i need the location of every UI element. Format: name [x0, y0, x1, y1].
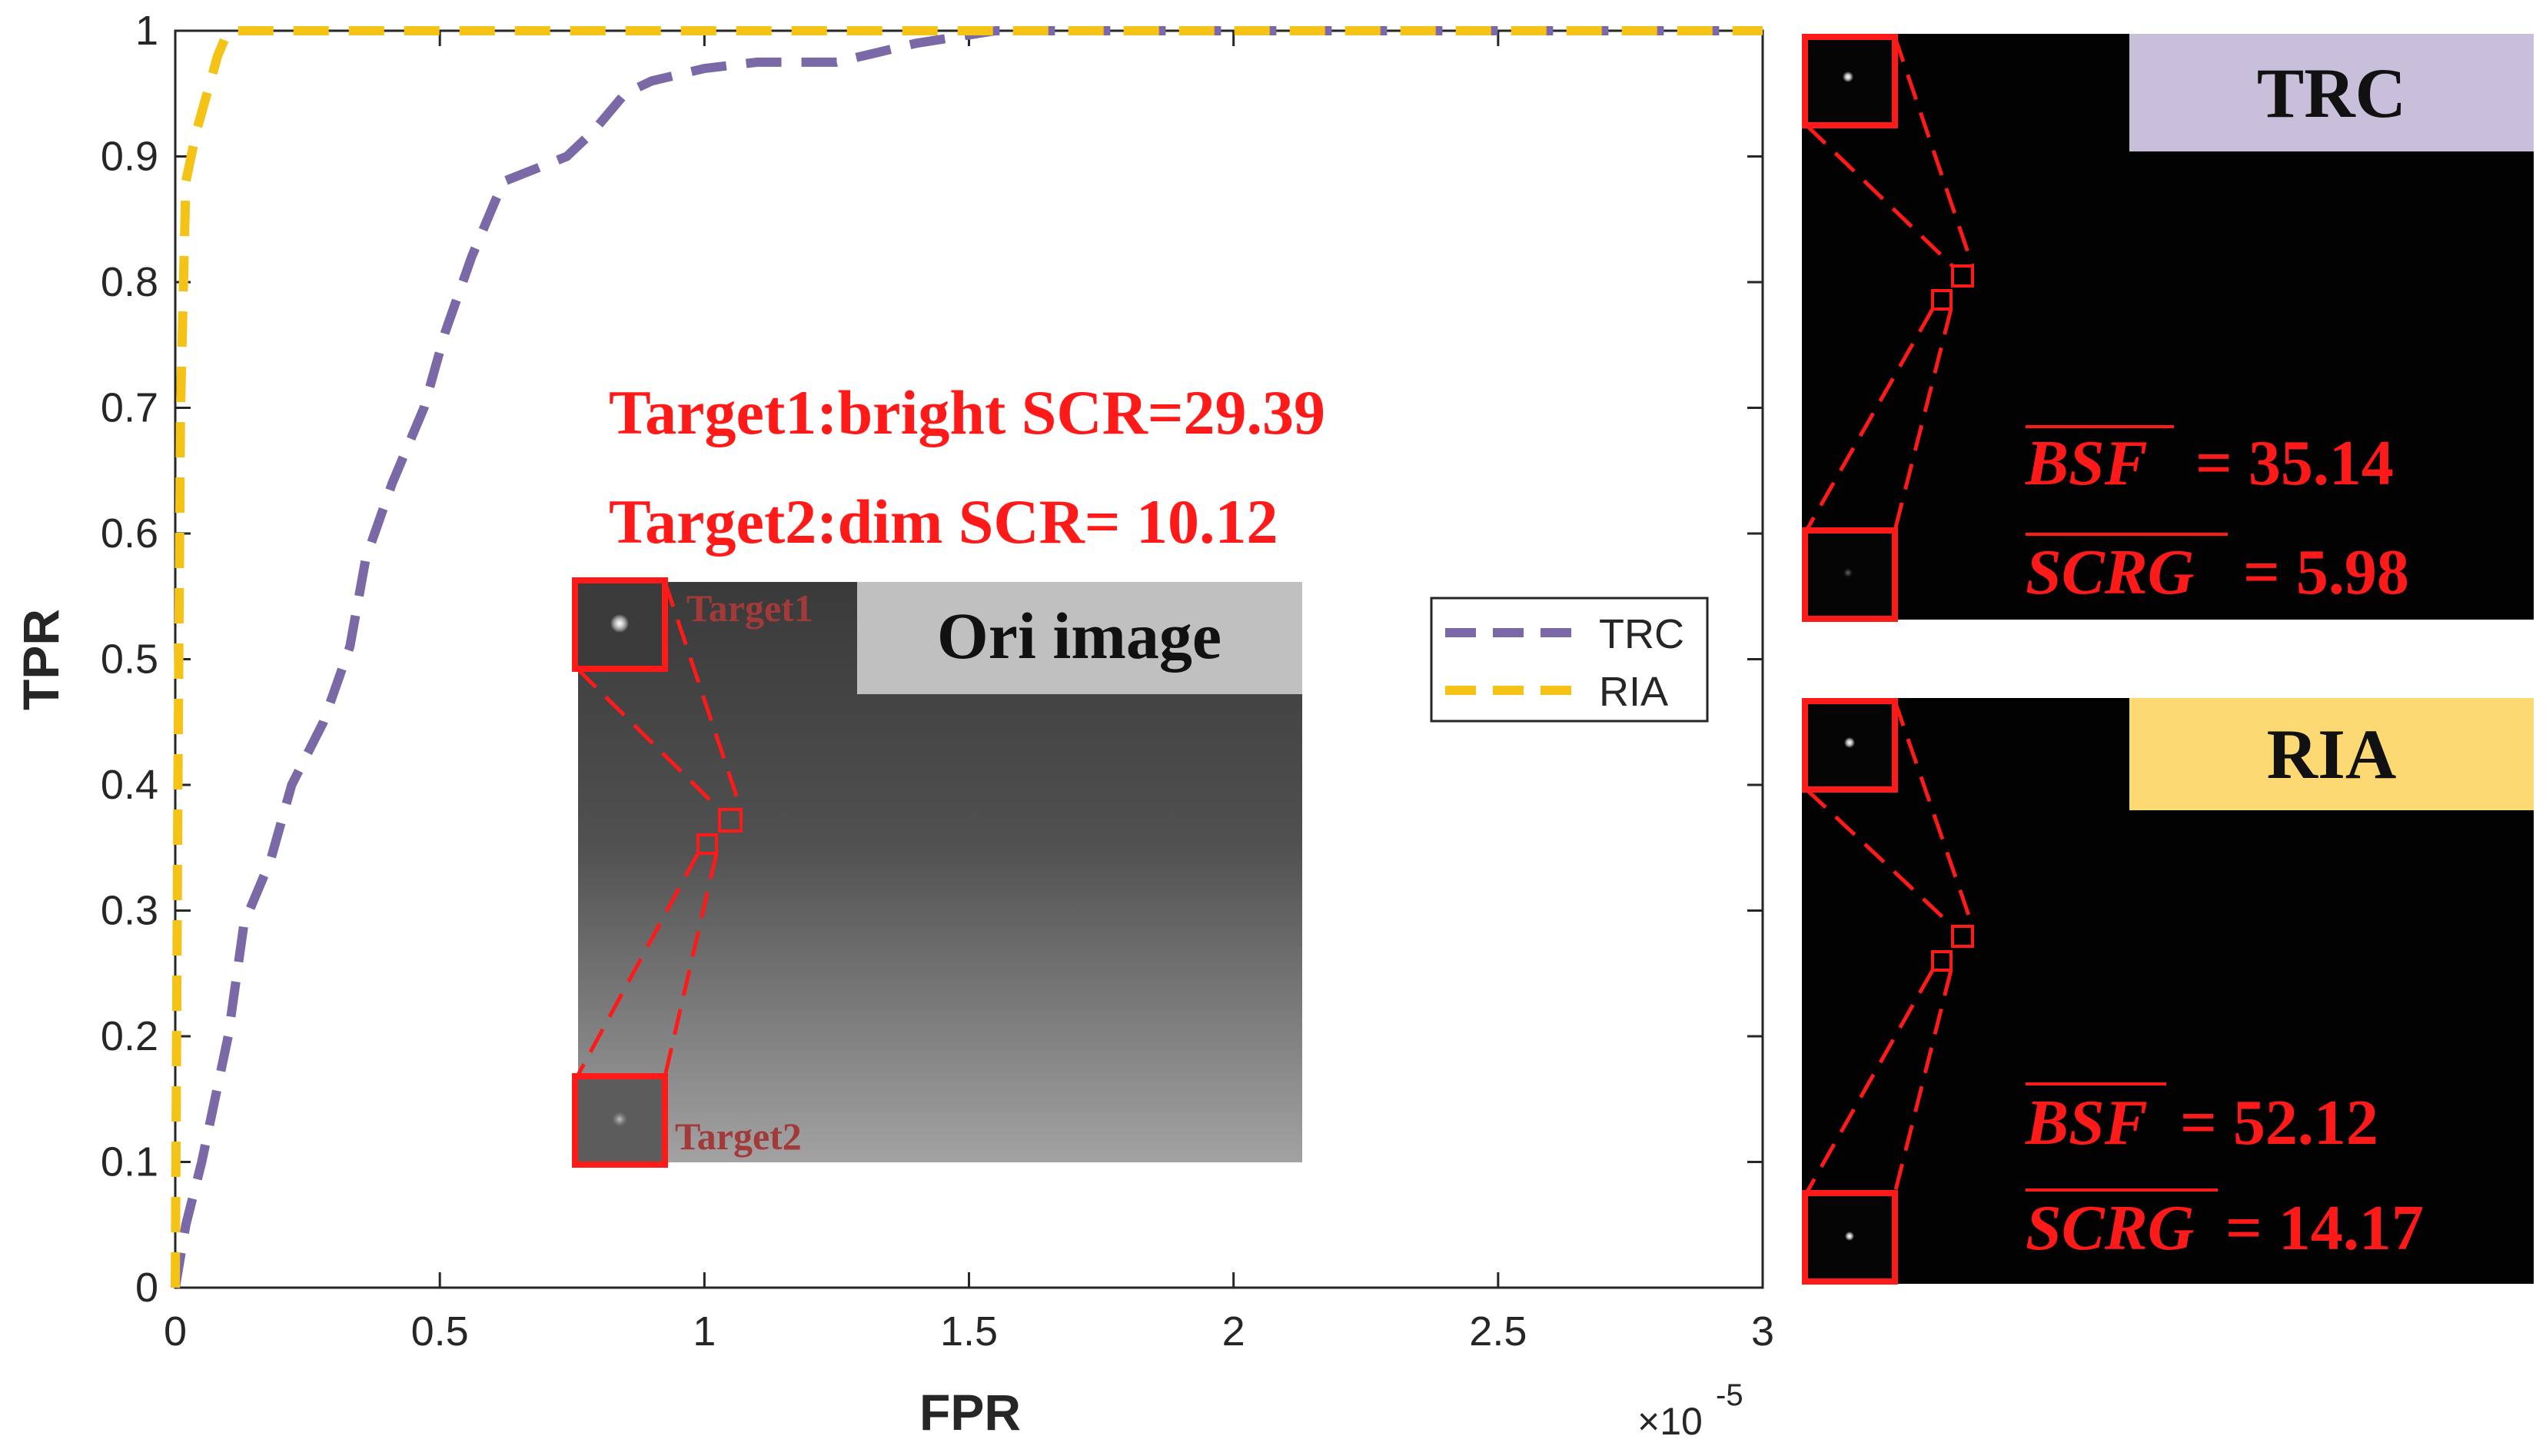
- trc-connector-lines: [1804, 36, 1975, 532]
- x-exponent-base: ×10: [1637, 1400, 1703, 1443]
- x-tick-label: 2.5: [1469, 1308, 1527, 1355]
- trc-target2-dot: [1843, 568, 1853, 577]
- legend-label-trc: TRC: [1599, 611, 1684, 657]
- trc-target2-mark: [1931, 289, 1953, 311]
- ria-connector-lines: [1804, 700, 1975, 1195]
- x-axis-label: FPR: [919, 1384, 1021, 1441]
- ria-target1-mark: [1951, 925, 1974, 948]
- target1-annotation: Target1:bright SCR=29.39: [609, 377, 1325, 447]
- x-tick-label: 1.5: [940, 1308, 998, 1355]
- target2-label: Target2: [675, 1115, 802, 1158]
- trc-target1-mark: [1951, 264, 1974, 288]
- x-tick-label: 1: [693, 1308, 716, 1355]
- target1-zoom-dot: [610, 614, 629, 633]
- legend-box: [1430, 597, 1709, 723]
- ria-title-bg: [2129, 698, 2534, 810]
- x-tick-label: 3: [1751, 1308, 1774, 1355]
- series-layer: [171, 26, 1763, 1288]
- zoom-connector-lines: [575, 581, 743, 1078]
- trc-target1-dot: [1843, 71, 1853, 82]
- ori-image-inset: Ori image Target1 Target2: [572, 577, 1302, 1168]
- x-axis-ticks: [174, 31, 1764, 1288]
- trc-scrg-name: SCRG: [2026, 537, 2194, 608]
- y-tick-label: 0.5: [101, 637, 158, 683]
- legend-label-ria: RIA: [1599, 669, 1668, 715]
- y-axis-label: TPR: [12, 609, 69, 710]
- ori-image-title: Ori image: [937, 599, 1221, 673]
- series-line-trc: [171, 26, 1763, 1288]
- ria-bsf-value: = 52.12: [2180, 1087, 2378, 1158]
- y-tick-label: 0.3: [101, 888, 158, 934]
- x-tick-label: 2: [1222, 1308, 1245, 1355]
- target2-zoom-dot: [612, 1112, 627, 1127]
- ria-scrg-name: SCRG: [2026, 1192, 2194, 1264]
- trc-bsf-value: = 35.14: [2195, 427, 2394, 499]
- y-tick-label: 0.4: [101, 762, 158, 808]
- target1-label: Target1: [686, 587, 813, 630]
- ria-panel-title: RIA: [2267, 715, 2397, 793]
- y-tick-label: 0.7: [101, 385, 158, 431]
- legend: TRC RIA: [1430, 597, 1709, 723]
- target2-mark: [696, 833, 718, 855]
- ori-image-title-bg: [857, 582, 1302, 694]
- plot-area: 0 0.5 1 1.5 2 2.5 3 00.10.20.30.40.50.60.70.80…: [12, 8, 1774, 1443]
- ria-target1-dot: [1844, 737, 1855, 748]
- y-tick-label: 0.9: [101, 134, 158, 180]
- trc-title-bg: [2129, 34, 2534, 151]
- trc-bsf-name: BSF: [2025, 427, 2148, 499]
- ria-result-panel: RIA BSF = 52.12 SCRG = 14.17: [1802, 698, 2534, 1285]
- y-tick-label: 0.6: [101, 510, 158, 557]
- ria-bsf-name: BSF: [2025, 1087, 2148, 1158]
- target2-annotation: Target2:dim SCR= 10.12: [609, 487, 1278, 557]
- y-tick-label: 0.8: [101, 259, 158, 305]
- x-axis-tick-labels: 0 0.5 1 1.5 2 2.5 3: [164, 1308, 1774, 1355]
- y-tick-label: 0.1: [101, 1139, 158, 1185]
- y-tick-label: 1: [135, 8, 158, 54]
- trc-result-panel: TRC BSF = 35.14 SCRG = 5.98: [1802, 34, 2534, 622]
- x-exponent-power: -5: [1716, 1378, 1743, 1412]
- ria-scrg-value: = 14.17: [2225, 1192, 2424, 1264]
- x-tick-label: 0.5: [411, 1308, 469, 1355]
- y-tick-label: 0.2: [101, 1013, 158, 1059]
- y-tick-label: 0: [135, 1265, 158, 1311]
- trc-scrg-value: = 5.98: [2243, 537, 2409, 608]
- x-tick-label: 0: [164, 1308, 187, 1355]
- ria-target2-mark: [1931, 950, 1953, 972]
- series-line-ria: [171, 26, 1763, 1288]
- y-axis-tick-labels: 0 0.1 0.2 0.3 0.4 0.5 0.6 0.7 0.8 0.9 1: [101, 8, 158, 1311]
- ria-target2-dot: [1845, 1232, 1854, 1241]
- x-exponent: ×10 -5: [1637, 1378, 1743, 1443]
- trc-target1-zoom: [1802, 34, 1898, 128]
- trc-panel-title: TRC: [2257, 54, 2406, 132]
- target1-mark: [718, 808, 743, 833]
